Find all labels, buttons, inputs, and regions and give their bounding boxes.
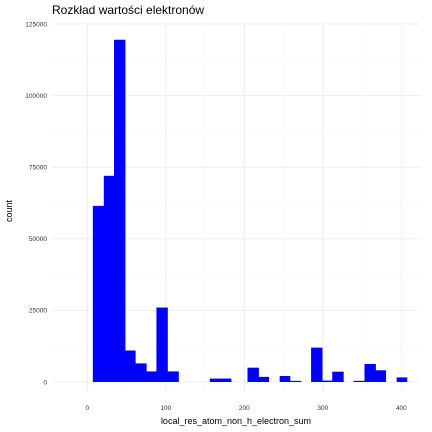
y-tick-label: 100000: [25, 93, 47, 100]
y-tick-label: 125000: [25, 21, 47, 28]
histogram-bar: [332, 372, 343, 382]
histogram-bar: [247, 368, 258, 382]
histogram-bar: [135, 363, 146, 382]
x-axis-title: local_res_atom_non_h_electron_sum: [161, 416, 311, 426]
histogram-bar: [290, 381, 301, 382]
chart-title: Rozkład wartości elektronów: [52, 3, 204, 17]
histogram-bar: [93, 206, 104, 382]
x-tick-label: 100: [160, 405, 171, 412]
histogram-bar: [104, 176, 115, 382]
histogram-bar: [156, 308, 167, 382]
histogram-bar: [311, 348, 322, 382]
x-tick-label: 400: [396, 405, 407, 412]
histogram-bar: [322, 381, 333, 382]
histogram-bar: [114, 40, 125, 382]
y-tick-label: 0: [43, 379, 47, 386]
y-axis: 0 25000 50000 75000 100000 125000: [25, 21, 47, 386]
histogram-bar: [280, 376, 291, 382]
histogram-bar: [353, 381, 364, 382]
x-axis: 0 100 200 300 400: [86, 405, 408, 412]
y-tick-label: 50000: [29, 236, 47, 243]
histogram-bar: [221, 379, 232, 382]
x-tick-label: 200: [239, 405, 250, 412]
histogram-bar: [397, 377, 408, 382]
histogram-bar: [210, 379, 221, 382]
histogram-bar: [364, 364, 375, 382]
x-tick-label: 0: [86, 405, 90, 412]
y-axis-title: count: [4, 199, 14, 222]
histogram-bar: [375, 370, 386, 382]
histogram-bar: [258, 377, 269, 382]
y-tick-label: 25000: [29, 308, 47, 315]
histogram-bar: [146, 371, 157, 382]
histogram-bar: [125, 350, 136, 382]
bars: [93, 40, 407, 382]
y-tick-label: 75000: [29, 165, 47, 172]
histogram-bar: [167, 371, 178, 382]
x-tick-label: 300: [317, 405, 328, 412]
